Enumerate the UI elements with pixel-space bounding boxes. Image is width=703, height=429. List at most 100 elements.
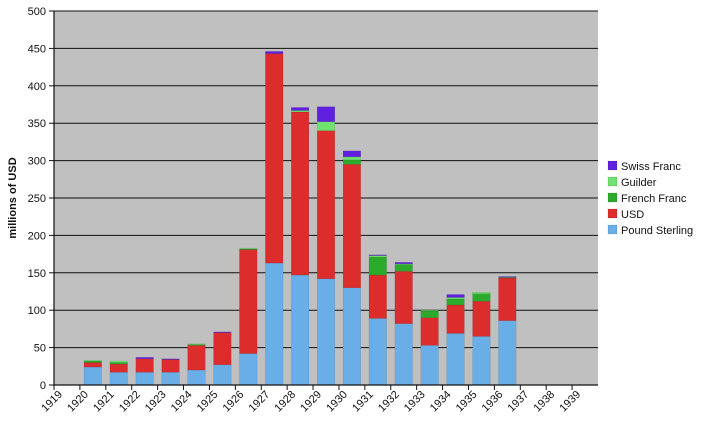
bar-segment <box>135 358 154 373</box>
y-tick-label: 250 <box>28 193 46 205</box>
legend-swatch <box>607 208 618 219</box>
legend-label: Pound Sterling <box>621 225 693 237</box>
bar-segment <box>446 304 465 334</box>
x-tick-label: 1919 <box>39 389 65 415</box>
bar-segment <box>498 276 517 278</box>
bar-segment <box>368 254 387 256</box>
bar-segment <box>342 159 361 165</box>
x-tick-label: 1939 <box>557 389 583 415</box>
bar-segment <box>368 274 387 319</box>
x-tick-label: 1931 <box>350 389 376 415</box>
bar-segment <box>291 111 310 276</box>
legend: Swiss Franc Guilder French Franc USD Pound S… <box>607 160 693 237</box>
bar-segment <box>187 369 206 386</box>
x-tick-label: 1926 <box>221 389 247 415</box>
x-tick-label: 1933 <box>402 389 428 415</box>
legend-swatch <box>607 160 618 171</box>
y-tick-label: 150 <box>28 268 46 280</box>
x-tick-label: 1920 <box>65 389 91 415</box>
bar-segment <box>187 343 206 345</box>
bar-segment <box>83 360 102 362</box>
legend-swatch <box>607 224 618 235</box>
bar-segment <box>472 291 491 294</box>
bar-segment <box>187 344 206 346</box>
bar-segment <box>446 298 465 306</box>
x-tick-label: 1924 <box>169 389 195 415</box>
x-tick-label: 1922 <box>117 389 143 415</box>
bar-segment <box>213 331 232 333</box>
bar-segment <box>291 107 310 111</box>
x-tick-label: 1935 <box>454 389 480 415</box>
x-tick-label: 1934 <box>428 389 454 415</box>
y-tick-label: 100 <box>28 305 46 317</box>
x-tick-label: 1921 <box>91 389 117 415</box>
legend-label: Swiss Franc <box>621 161 681 173</box>
bar-segment <box>83 366 102 386</box>
bar-segment <box>498 320 517 386</box>
x-tick-label: 1923 <box>143 389 169 415</box>
bar-segment <box>135 357 154 360</box>
bar-segment <box>161 358 180 360</box>
bar-segment <box>342 156 361 161</box>
bar-segment <box>109 360 128 363</box>
bar-segment <box>472 300 491 337</box>
bar-segment <box>135 372 154 386</box>
x-tick-label: 1937 <box>506 389 532 415</box>
x-tick-label: 1929 <box>298 389 324 415</box>
bar-segment <box>161 372 180 386</box>
x-tick-label: 1925 <box>195 389 221 415</box>
x-tick-label: 1938 <box>531 389 557 415</box>
y-tick-label: 50 <box>34 343 46 355</box>
bar-segment <box>291 274 310 386</box>
y-tick-label: 200 <box>28 230 46 242</box>
bar-segment <box>394 323 413 386</box>
bar-segment <box>342 150 361 158</box>
bar-segment <box>83 362 102 368</box>
bar-segment <box>342 287 361 386</box>
legend-swatch <box>607 176 618 187</box>
bar-segment <box>213 332 232 366</box>
bar-segment <box>316 106 336 122</box>
bar-segment <box>342 164 361 289</box>
bar-segment <box>498 277 517 321</box>
x-tick-label: 1932 <box>376 389 402 415</box>
bar-segment <box>446 294 465 298</box>
legend-label: Guilder <box>621 177 657 189</box>
y-tick-label: 350 <box>28 118 46 130</box>
axes <box>53 11 598 386</box>
bar-segment <box>420 310 439 318</box>
bar-segment <box>291 110 310 113</box>
y-axis-label: millions of USD <box>7 157 19 238</box>
bar-segment <box>316 278 336 386</box>
bar-segment <box>368 318 387 386</box>
bar-segment <box>316 121 336 131</box>
bar-segment <box>394 271 413 324</box>
y-tick-label: 400 <box>28 81 46 93</box>
legend-label: French Franc <box>621 193 687 205</box>
bar-segment <box>394 262 413 265</box>
bar-segment <box>239 353 258 386</box>
bars <box>83 51 517 386</box>
x-tick-label: 1927 <box>247 389 273 415</box>
bar-segment <box>265 53 284 264</box>
x-tick-labels: 1919 1920 1921 1922 1923 1924 1925 1926 1927 1928… <box>39 385 583 414</box>
x-tick-label: 1936 <box>480 389 506 415</box>
bar-segment <box>239 247 258 250</box>
bar-segment <box>187 345 206 371</box>
x-tick-label: 1928 <box>272 389 298 415</box>
bar-segment <box>472 336 491 386</box>
bar-segment <box>265 262 284 386</box>
y-tick-label: 450 <box>28 43 46 55</box>
legend-swatch <box>607 192 618 203</box>
bar-segment <box>265 51 284 54</box>
bar-segment <box>109 372 128 386</box>
bar-segment <box>368 256 387 276</box>
bar-segment <box>446 333 465 386</box>
y-tick-label: 300 <box>28 156 46 168</box>
legend-label: USD <box>621 209 644 221</box>
bar-segment <box>213 364 232 386</box>
bar-segment <box>420 309 439 312</box>
x-tick-label: 1930 <box>324 389 350 415</box>
